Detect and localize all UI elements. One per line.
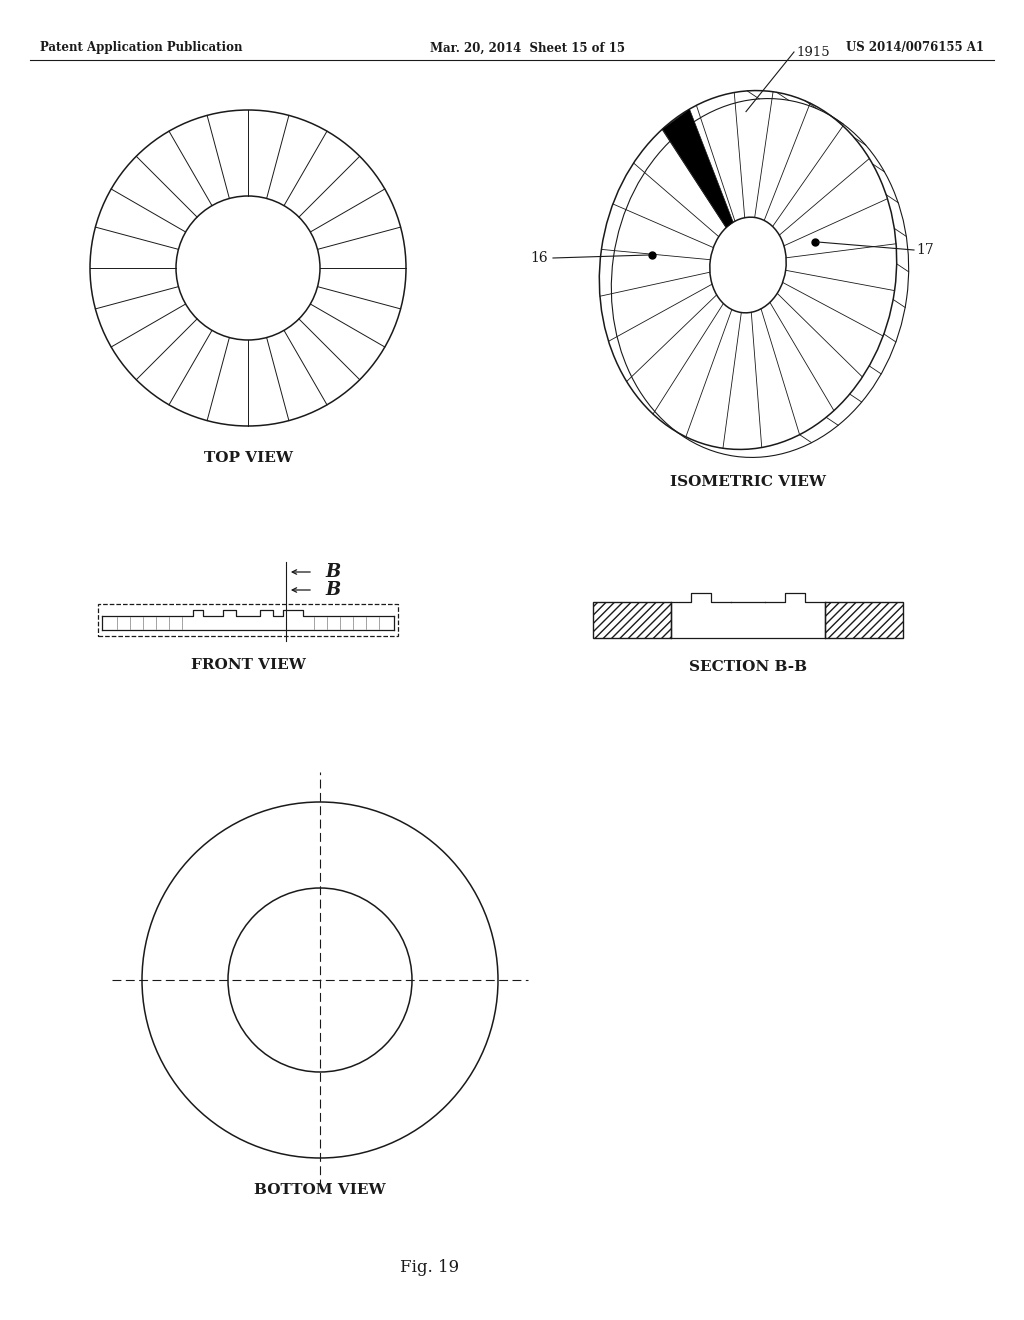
Text: 16: 16 (530, 251, 548, 265)
Text: TOP VIEW: TOP VIEW (204, 451, 293, 465)
Polygon shape (663, 110, 733, 227)
Text: 1915: 1915 (796, 45, 829, 58)
Bar (825, 602, 903, 638)
Bar (98, 605, 398, 636)
Text: Fig. 19: Fig. 19 (400, 1259, 460, 1276)
Text: Mar. 20, 2014  Sheet 15 of 15: Mar. 20, 2014 Sheet 15 of 15 (430, 41, 625, 54)
Bar (593, 602, 671, 638)
Text: SECTION B-B: SECTION B-B (689, 660, 807, 675)
Text: Patent Application Publication: Patent Application Publication (40, 41, 243, 54)
Text: B: B (325, 581, 340, 599)
Text: BOTTOM VIEW: BOTTOM VIEW (254, 1183, 386, 1197)
Text: ISOMETRIC VIEW: ISOMETRIC VIEW (670, 475, 826, 488)
Text: FRONT VIEW: FRONT VIEW (190, 657, 305, 672)
Text: US 2014/0076155 A1: US 2014/0076155 A1 (846, 41, 984, 54)
Text: B: B (325, 564, 340, 581)
Text: 17: 17 (916, 243, 934, 257)
